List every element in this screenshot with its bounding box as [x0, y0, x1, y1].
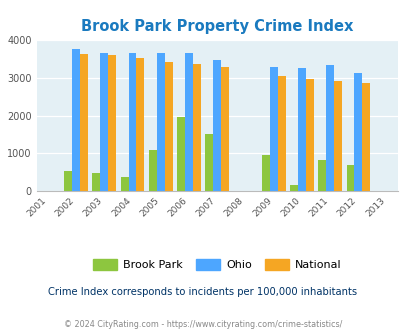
Bar	[333, 81, 341, 191]
Bar	[354, 73, 361, 191]
Bar	[80, 54, 88, 191]
Bar	[261, 155, 269, 191]
Bar	[221, 67, 228, 191]
Bar	[108, 55, 116, 191]
Bar	[361, 83, 369, 191]
Bar	[297, 68, 305, 191]
Bar	[100, 53, 108, 191]
Bar	[156, 52, 164, 191]
Bar	[289, 185, 297, 191]
Bar	[72, 49, 80, 191]
Legend: Brook Park, Ohio, National: Brook Park, Ohio, National	[88, 255, 345, 275]
Bar	[128, 53, 136, 191]
Bar	[205, 135, 213, 191]
Bar	[305, 80, 313, 191]
Bar	[120, 177, 128, 191]
Text: Crime Index corresponds to incidents per 100,000 inhabitants: Crime Index corresponds to incidents per…	[48, 287, 357, 297]
Bar	[64, 171, 72, 191]
Text: © 2024 CityRating.com - https://www.cityrating.com/crime-statistics/: © 2024 CityRating.com - https://www.city…	[64, 320, 341, 329]
Bar	[164, 62, 172, 191]
Bar	[269, 67, 277, 191]
Bar	[192, 64, 200, 191]
Bar	[136, 58, 144, 191]
Bar	[277, 77, 285, 191]
Bar	[177, 117, 185, 191]
Bar	[213, 60, 221, 191]
Bar	[318, 160, 325, 191]
Bar	[325, 65, 333, 191]
Bar	[92, 173, 100, 191]
Bar	[185, 52, 192, 191]
Bar	[149, 150, 156, 191]
Bar	[345, 165, 354, 191]
Title: Brook Park Property Crime Index: Brook Park Property Crime Index	[81, 19, 352, 34]
